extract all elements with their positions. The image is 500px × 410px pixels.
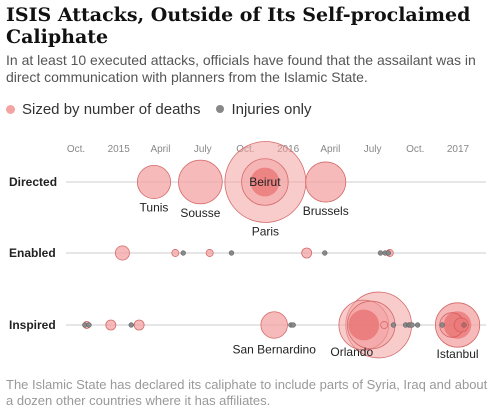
city-label: Paris <box>252 224 279 238</box>
death-bubble <box>178 159 223 205</box>
injury-dot <box>86 322 92 328</box>
city-label: Tunis <box>140 201 169 215</box>
injury-dot <box>322 250 328 256</box>
row-label: Inspired <box>9 318 56 332</box>
x-tick-label: 2017 <box>447 144 470 155</box>
row-label: Directed <box>9 175 57 189</box>
injury-dot <box>390 322 397 328</box>
death-bubble <box>136 164 172 200</box>
legend-injuries-label: Injuries only <box>231 100 312 118</box>
legend-deaths-swatch <box>6 104 15 114</box>
death-bubble <box>205 249 214 257</box>
legend-deaths: Sized by number of deaths <box>6 101 200 118</box>
legend: Sized by number of deaths Injuries only <box>6 98 328 120</box>
death-bubble <box>114 245 130 261</box>
death-bubble <box>171 249 180 257</box>
death-bubble <box>133 319 145 331</box>
death-bubble <box>380 321 389 329</box>
chart-subtitle: In at least 10 executed attacks, officia… <box>6 52 476 85</box>
chart-footnote: The Islamic State has declared its calip… <box>6 377 488 408</box>
overlap-core <box>348 309 380 341</box>
x-tick-label: April <box>320 144 340 155</box>
death-bubble <box>301 247 313 259</box>
injury-dot <box>439 322 445 328</box>
x-tick-label: 2015 <box>108 144 131 155</box>
overlap-core <box>443 311 472 339</box>
city-label: Sousse <box>180 206 220 220</box>
death-bubble <box>260 311 288 339</box>
injury-dot <box>385 250 392 256</box>
legend-injuries-swatch <box>216 105 225 113</box>
city-label: Istanbul <box>437 347 479 361</box>
injury-dot <box>377 250 384 256</box>
x-tick-label: Oct. <box>67 144 85 155</box>
x-tick-label: July <box>194 144 212 155</box>
chart-title: ISIS Attacks, Outside of Its Self-procla… <box>6 4 471 48</box>
injury-dot <box>228 250 235 256</box>
injury-dot <box>414 322 421 328</box>
injury-dot <box>290 322 296 328</box>
city-label: Beirut <box>249 175 281 189</box>
x-tick-label: July <box>364 144 382 155</box>
x-tick-label: April <box>150 144 170 155</box>
x-tick-label: Oct. <box>406 144 424 155</box>
death-bubble <box>105 319 117 331</box>
city-label: San Bernardino <box>232 342 316 356</box>
injury-dot <box>409 322 415 328</box>
city-label: Orlando <box>330 345 373 359</box>
injury-dot <box>180 250 186 256</box>
injury-dot <box>461 322 467 328</box>
death-bubble <box>305 161 347 203</box>
overlap-core <box>250 167 280 197</box>
injury-dot <box>128 322 134 328</box>
row-label: Enabled <box>9 246 56 260</box>
death-bubble <box>453 317 469 333</box>
legend-deaths-label: Sized by number of deaths <box>22 100 201 118</box>
city-label: Brussels <box>303 204 349 218</box>
legend-injuries: Injuries only <box>216 100 312 118</box>
death-bubble <box>241 158 289 206</box>
